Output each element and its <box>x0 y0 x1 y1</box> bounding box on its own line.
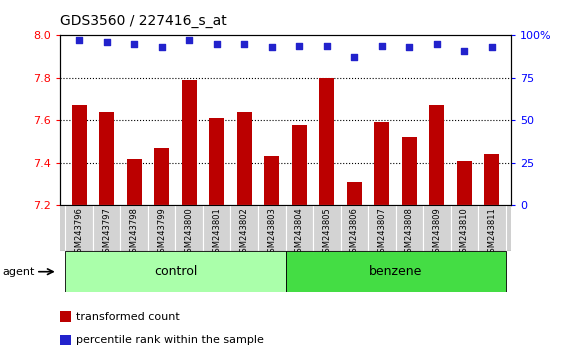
Text: percentile rank within the sample: percentile rank within the sample <box>76 335 264 345</box>
Text: GSM243803: GSM243803 <box>267 207 276 258</box>
Point <box>75 38 84 43</box>
Text: GSM243804: GSM243804 <box>295 207 304 258</box>
Bar <box>182 80 197 205</box>
Bar <box>423 205 451 251</box>
Point <box>295 43 304 48</box>
Bar <box>313 205 340 251</box>
Bar <box>286 205 313 251</box>
Bar <box>264 156 279 205</box>
Bar <box>209 118 224 205</box>
Text: transformed count: transformed count <box>76 312 179 322</box>
Bar <box>347 182 362 205</box>
Text: GSM243806: GSM243806 <box>350 207 359 258</box>
Bar <box>120 205 148 251</box>
Point <box>184 38 194 43</box>
Bar <box>66 205 93 251</box>
Text: GSM243805: GSM243805 <box>322 207 331 258</box>
Bar <box>368 205 396 251</box>
Bar <box>66 251 286 292</box>
Text: GSM243802: GSM243802 <box>240 207 249 258</box>
Bar <box>99 112 114 205</box>
Text: GSM243801: GSM243801 <box>212 207 221 258</box>
Bar <box>457 161 472 205</box>
Point <box>240 41 249 47</box>
Point <box>460 48 469 53</box>
Bar <box>60 312 71 322</box>
Text: control: control <box>154 265 197 278</box>
Bar <box>429 105 444 205</box>
Text: benzene: benzene <box>369 265 422 278</box>
Point <box>432 41 441 47</box>
Point <box>212 41 222 47</box>
Text: GSM243807: GSM243807 <box>377 207 386 258</box>
Point <box>267 45 276 50</box>
Point <box>157 45 166 50</box>
Bar <box>396 205 423 251</box>
Bar <box>451 205 478 251</box>
Bar <box>484 154 500 205</box>
Bar <box>374 122 389 205</box>
Text: GSM243800: GSM243800 <box>185 207 194 258</box>
Point <box>349 55 359 60</box>
Text: agent: agent <box>3 267 35 277</box>
Text: GDS3560 / 227416_s_at: GDS3560 / 227416_s_at <box>60 14 227 28</box>
Text: GSM243808: GSM243808 <box>405 207 414 258</box>
Point <box>405 45 414 50</box>
Bar <box>319 78 335 205</box>
Bar <box>340 205 368 251</box>
Bar <box>93 205 120 251</box>
Text: GSM243796: GSM243796 <box>75 207 84 258</box>
Bar <box>60 335 71 345</box>
Bar <box>402 137 417 205</box>
Bar <box>148 205 175 251</box>
Bar <box>258 205 286 251</box>
Bar <box>236 112 252 205</box>
Point <box>102 39 111 45</box>
Bar <box>292 125 307 205</box>
Text: GSM243799: GSM243799 <box>157 207 166 258</box>
Bar <box>175 205 203 251</box>
Point <box>322 43 331 48</box>
Bar <box>478 205 505 251</box>
Bar <box>286 251 505 292</box>
Point <box>130 41 139 47</box>
Text: GSM243811: GSM243811 <box>487 207 496 258</box>
Bar <box>154 148 169 205</box>
Point <box>487 45 496 50</box>
Point <box>377 43 387 48</box>
Bar <box>231 205 258 251</box>
Bar <box>203 205 231 251</box>
Text: GSM243798: GSM243798 <box>130 207 139 258</box>
Bar <box>127 159 142 205</box>
Text: GSM243810: GSM243810 <box>460 207 469 258</box>
Text: GSM243797: GSM243797 <box>102 207 111 258</box>
Bar <box>71 105 87 205</box>
Text: GSM243809: GSM243809 <box>432 207 441 258</box>
